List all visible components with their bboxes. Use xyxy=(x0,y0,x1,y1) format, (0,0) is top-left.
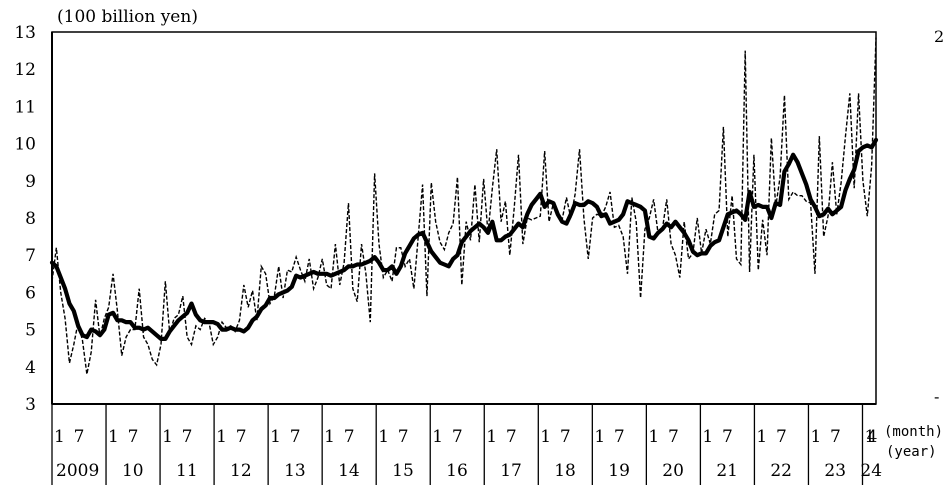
y-tick-label: 5 xyxy=(25,321,36,341)
y-unit-label: (100 billion yen) xyxy=(57,7,198,27)
month-tick-label: 1 xyxy=(702,427,713,447)
month-tick-label: 7 xyxy=(128,427,139,447)
year-label: 11 xyxy=(176,461,198,481)
month-tick-label: 7 xyxy=(398,427,409,447)
month-tick-label: 1 xyxy=(648,427,659,447)
year-label: 12 xyxy=(230,461,252,481)
month-tick-label: 1 xyxy=(162,427,173,447)
month-tick-label: 7 xyxy=(668,427,679,447)
month-tick-label: 1 xyxy=(378,427,389,447)
month-tick-label: 1 xyxy=(324,427,335,447)
month-tick-label: 7 xyxy=(290,427,301,447)
year-label: 24 xyxy=(860,461,882,481)
y-tick-label: 3 xyxy=(25,395,36,415)
y-tick-label: 6 xyxy=(25,283,36,303)
y-tick-label: 9 xyxy=(25,172,36,192)
right-axis-fragments: 2- xyxy=(934,27,944,406)
year-label: 18 xyxy=(554,461,576,481)
year-axis-label: (year) xyxy=(886,444,937,460)
month-tick-label: 1 xyxy=(270,427,281,447)
year-label: 19 xyxy=(608,461,630,481)
month-tick-label: 7 xyxy=(344,427,355,447)
year-label: 20 xyxy=(662,461,684,481)
year-label: 21 xyxy=(716,461,738,481)
year-separators xyxy=(51,404,864,485)
right-axis-fragment: 2 xyxy=(934,27,944,46)
year-label: 13 xyxy=(284,461,306,481)
month-tick-label: 7 xyxy=(506,427,517,447)
month-tick-label: 1 xyxy=(108,427,119,447)
month-tick-label: 1 xyxy=(594,427,605,447)
month-tick-label: 1 xyxy=(810,427,821,447)
month-tick-label: 7 xyxy=(236,427,247,447)
month-tick-label: 1 xyxy=(432,427,443,447)
year-label: 14 xyxy=(338,461,360,481)
month-tick-label: 1 xyxy=(864,427,875,447)
year-label: 22 xyxy=(770,461,792,481)
month-tick-label: 4 xyxy=(867,427,878,447)
month-tick-label: 1 xyxy=(756,427,767,447)
year-label: 16 xyxy=(446,461,468,481)
series-dashed-line xyxy=(51,37,877,375)
right-axis-fragment: - xyxy=(934,387,939,406)
month-tick-labels: 1 7 1 7 1 7 1 7 1 7 1 7 1 7 1 7 1 7 1 7 1 7 1 7 1 7 1 7 1 7 14 xyxy=(54,427,877,447)
month-tick-label: 1 xyxy=(216,427,227,447)
y-tick-label: 8 xyxy=(25,209,36,229)
plot-frame xyxy=(51,31,877,405)
month-tick-label: 1 xyxy=(486,427,497,447)
y-tick-label: 10 xyxy=(14,135,36,155)
y-tick-label: 4 xyxy=(25,358,36,378)
month-tick-label: 7 xyxy=(182,427,193,447)
month-tick-label: 1 xyxy=(54,427,65,447)
year-label: 10 xyxy=(122,461,144,481)
month-tick-label: 7 xyxy=(830,427,841,447)
month-tick-label: 1 xyxy=(540,427,551,447)
month-tick-label: 7 xyxy=(614,427,625,447)
year-label: 17 xyxy=(500,461,522,481)
y-tick-label: 12 xyxy=(14,60,36,80)
month-tick-label: 7 xyxy=(776,427,787,447)
year-label: 23 xyxy=(824,461,846,481)
y-tick-label: 13 xyxy=(14,23,36,43)
month-tick-label: 7 xyxy=(722,427,733,447)
y-tick-label: 7 xyxy=(25,246,36,266)
year-label: 15 xyxy=(392,461,414,481)
year-label: 2009 xyxy=(56,461,99,481)
month-tick-label: 7 xyxy=(74,427,85,447)
month-tick-label: 7 xyxy=(452,427,463,447)
month-axis-label: (month) xyxy=(884,424,943,440)
year-labels: 2009 10 11 12 13 14 15 16 17 18 19 20 21 22 23 24 xyxy=(56,461,882,481)
y-axis-ticks: 3 4 5 6 7 8 9 10 11 12 13 xyxy=(14,23,36,415)
series-solid-line xyxy=(49,137,879,341)
y-tick-label: 11 xyxy=(14,97,36,117)
month-tick-label: 7 xyxy=(560,427,571,447)
